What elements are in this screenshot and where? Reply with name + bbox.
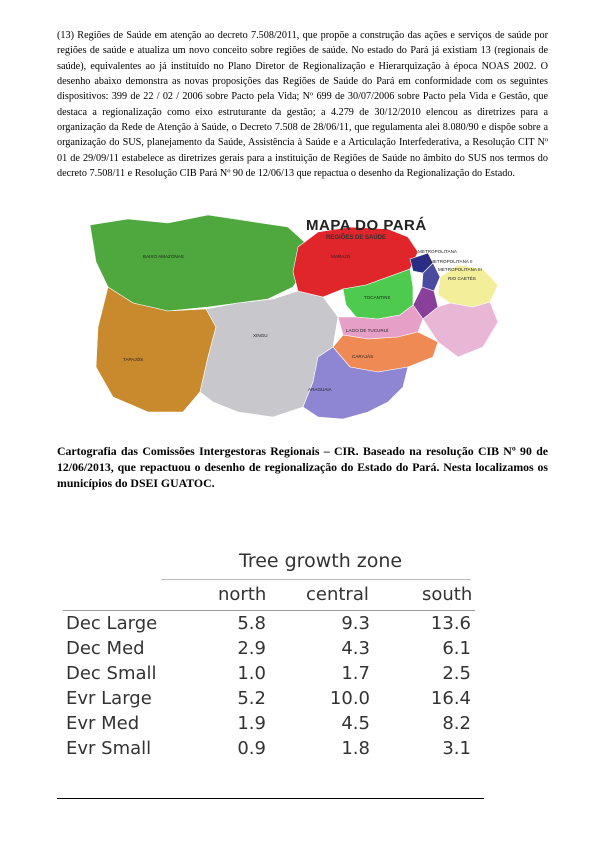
label-marajo: MARAJÓ bbox=[331, 254, 351, 259]
cell-central: 4.3 bbox=[341, 638, 370, 659]
label-metropolitana-ii: METROPOLITANA II bbox=[430, 259, 473, 264]
label-carajas: CARAJÁS bbox=[352, 354, 374, 359]
map-subtitle: REGIÕES DE SAÚDE bbox=[326, 235, 387, 241]
table-row: Dec Large 5.8 9.3 13.6 bbox=[63, 613, 475, 638]
cell-south: 3.1 bbox=[442, 738, 471, 759]
table-row: Evr Small 0.9 1.8 3.1 bbox=[63, 738, 475, 763]
row-label: Dec Small bbox=[66, 663, 157, 684]
row-label: Evr Med bbox=[66, 713, 140, 734]
column-header-south: south bbox=[422, 584, 473, 605]
table-row: Dec Small 1.0 1.7 2.5 bbox=[63, 663, 475, 688]
label-araguaia: ARAGUAIA bbox=[308, 387, 332, 392]
cell-south: 16.4 bbox=[430, 688, 471, 709]
tree-growth-table: Tree growth zone north central south Dec… bbox=[63, 514, 485, 764]
map-title: MAPA DO PARÁ bbox=[306, 217, 427, 234]
region-metropolitana-ii bbox=[421, 262, 441, 292]
cell-central: 9.3 bbox=[341, 613, 370, 634]
table-title-rule bbox=[161, 579, 471, 580]
cell-north: 2.9 bbox=[237, 638, 266, 659]
column-header-north: north bbox=[218, 584, 267, 605]
label-metropolitana: METROPOLITANA bbox=[418, 249, 457, 254]
table-row: Dec Med 2.9 4.3 6.1 bbox=[63, 638, 475, 663]
header-rule bbox=[63, 610, 475, 611]
cell-south: 8.2 bbox=[442, 713, 471, 734]
cell-south: 13.6 bbox=[430, 613, 471, 634]
cell-north: 0.9 bbox=[237, 738, 266, 759]
cell-south: 2.5 bbox=[442, 663, 471, 684]
para-health-regions-map: MAPA DO PARÁ REGIÕES DE SAÚDE BAIXO AMAZ… bbox=[88, 207, 508, 427]
table-row: Evr Med 1.9 4.5 8.2 bbox=[63, 713, 475, 738]
map-graphic bbox=[89, 214, 499, 420]
row-label: Evr Small bbox=[66, 738, 152, 759]
label-xingu: XINGU bbox=[253, 333, 268, 338]
cell-central: 4.5 bbox=[341, 713, 370, 734]
cell-north: 5.8 bbox=[237, 613, 266, 634]
label-metropolitana-iii: METROPOLITANA III bbox=[438, 267, 482, 272]
label-baixo-amazonas: BAIXO AMAZONAS bbox=[143, 254, 184, 259]
row-label: Dec Med bbox=[66, 638, 145, 659]
cell-north: 5.2 bbox=[237, 688, 266, 709]
column-header-central: central bbox=[306, 584, 369, 605]
cell-south: 6.1 bbox=[442, 638, 471, 659]
cell-north: 1.9 bbox=[237, 713, 266, 734]
table-title: Tree growth zone bbox=[239, 550, 403, 572]
cell-central: 1.7 bbox=[341, 663, 370, 684]
region-east-pink bbox=[422, 301, 499, 358]
row-label: Dec Large bbox=[66, 613, 158, 634]
table-row: Evr Large 5.2 10.0 16.4 bbox=[63, 688, 475, 713]
region-araguaia bbox=[302, 346, 409, 420]
cell-central: 1.8 bbox=[341, 738, 370, 759]
label-lago-de-tucurui: LAGO DE TUCURUÍ bbox=[346, 328, 389, 333]
cell-north: 1.0 bbox=[237, 663, 266, 684]
label-tapajos: TAPAJÓS bbox=[123, 357, 144, 362]
intro-paragraph: (13) Regiões de Saúde em atenção ao decr… bbox=[57, 30, 548, 180]
label-rio-caetes: RIO CAETÉS bbox=[448, 276, 476, 281]
map-caption: Cartografia das Comissões Intergestoras … bbox=[57, 444, 548, 490]
cell-central: 10.0 bbox=[329, 688, 370, 709]
row-label: Evr Large bbox=[66, 688, 152, 709]
label-tocantins: TOCANTINS bbox=[364, 295, 391, 300]
page-footer-rule bbox=[57, 798, 484, 799]
